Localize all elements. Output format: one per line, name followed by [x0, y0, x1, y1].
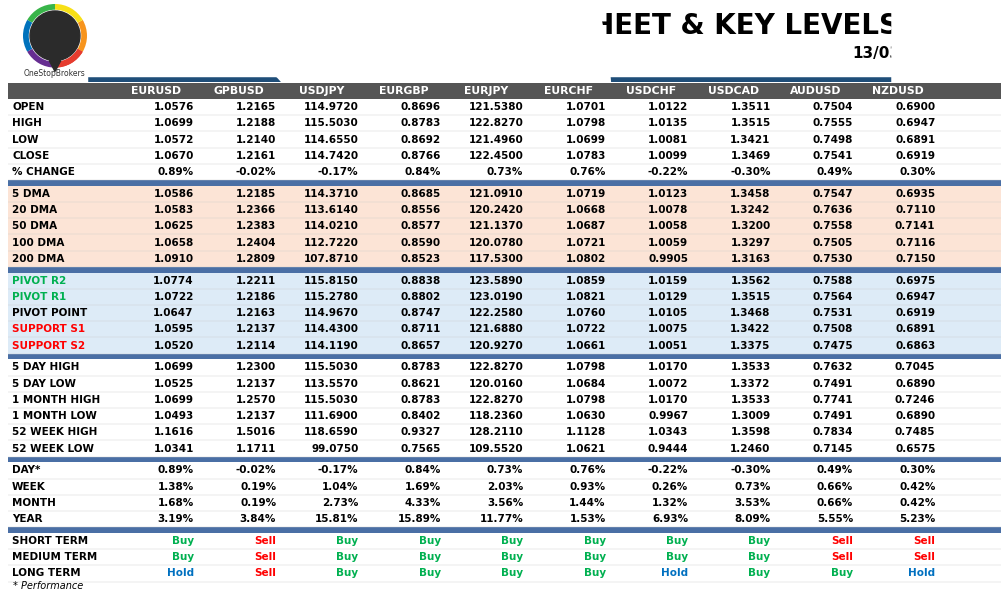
Text: 1.68%: 1.68%: [158, 498, 194, 508]
Text: 115.2780: 115.2780: [304, 292, 358, 302]
Text: 1.3468: 1.3468: [730, 308, 771, 318]
Text: 3.84%: 3.84%: [239, 514, 276, 524]
Text: 120.9270: 120.9270: [469, 341, 523, 350]
Text: 1.0668: 1.0668: [565, 205, 606, 215]
Text: 0.8590: 0.8590: [400, 237, 441, 248]
Text: 1.2163: 1.2163: [235, 308, 276, 318]
Text: Buy: Buy: [336, 536, 358, 546]
Bar: [8, 289, 1001, 305]
Bar: [8, 478, 1001, 495]
Text: 114.0210: 114.0210: [304, 221, 358, 231]
Text: Buy: Buy: [501, 536, 523, 546]
Text: 1.0051: 1.0051: [648, 341, 688, 350]
Text: 0.7504: 0.7504: [813, 102, 853, 112]
Text: SUPPORT S1: SUPPORT S1: [12, 324, 86, 335]
Text: 1 MONTH LOW: 1 MONTH LOW: [12, 411, 97, 421]
Text: 52 WEEK LOW: 52 WEEK LOW: [12, 443, 94, 454]
Text: 1.2137: 1.2137: [235, 411, 276, 421]
Text: 1.2188: 1.2188: [235, 118, 276, 128]
Text: 1.3511: 1.3511: [730, 102, 771, 112]
Text: 1.5016: 1.5016: [235, 428, 276, 437]
Text: 117.5300: 117.5300: [469, 254, 523, 264]
Text: 1.0722: 1.0722: [565, 324, 606, 335]
Bar: [8, 180, 1001, 186]
Text: USDCHF: USDCHF: [626, 86, 676, 96]
Text: 1.3163: 1.3163: [730, 254, 771, 264]
Text: 1.1616: 1.1616: [154, 428, 194, 437]
Bar: [8, 251, 1001, 267]
Bar: [8, 115, 1001, 132]
Text: 1.69%: 1.69%: [404, 482, 441, 492]
Text: 0.84%: 0.84%: [404, 466, 441, 475]
Text: 0.89%: 0.89%: [158, 167, 194, 177]
Text: 1.0630: 1.0630: [565, 411, 606, 421]
Text: 15.89%: 15.89%: [397, 514, 441, 524]
Text: NZDUSD: NZDUSD: [872, 86, 925, 96]
Bar: [8, 440, 1001, 457]
Text: 0.8657: 0.8657: [400, 341, 441, 350]
Text: Sell: Sell: [255, 536, 276, 546]
Text: EURUSD: EURUSD: [132, 86, 181, 96]
Text: 1.2165: 1.2165: [235, 102, 276, 112]
Circle shape: [30, 11, 79, 60]
Text: 114.9670: 114.9670: [304, 308, 358, 318]
Text: 0.8692: 0.8692: [400, 135, 441, 144]
Text: 121.0910: 121.0910: [469, 189, 523, 199]
Text: 0.93%: 0.93%: [569, 482, 606, 492]
Text: 120.0160: 120.0160: [469, 379, 523, 389]
Text: 1.3515: 1.3515: [730, 292, 771, 302]
Text: MEDIUM TERM: MEDIUM TERM: [12, 552, 98, 562]
Text: 1.2404: 1.2404: [235, 237, 276, 248]
Text: 0.6890: 0.6890: [895, 411, 936, 421]
Text: 0.7116: 0.7116: [895, 237, 936, 248]
Text: Buy: Buy: [418, 552, 441, 562]
Text: CLOSE: CLOSE: [12, 151, 49, 161]
Text: 1.0058: 1.0058: [648, 221, 688, 231]
Text: 1.0699: 1.0699: [154, 395, 194, 405]
Text: EURCHF: EURCHF: [544, 86, 594, 96]
Text: 0.9967: 0.9967: [648, 411, 688, 421]
Text: 0.7150: 0.7150: [895, 254, 936, 264]
Text: 1.0122: 1.0122: [648, 102, 688, 112]
Text: 0.7246: 0.7246: [895, 395, 936, 405]
Bar: [8, 424, 1001, 440]
Text: 118.2360: 118.2360: [469, 411, 523, 421]
Text: 0.8621: 0.8621: [400, 379, 441, 389]
Text: 1.3533: 1.3533: [730, 395, 771, 405]
Text: 0.6863: 0.6863: [895, 341, 936, 350]
Wedge shape: [55, 4, 82, 23]
Text: 2.03%: 2.03%: [487, 482, 523, 492]
Text: 1.0670: 1.0670: [153, 151, 194, 161]
Text: -0.17%: -0.17%: [318, 466, 358, 475]
Text: 1.0170: 1.0170: [648, 395, 688, 405]
Text: 1.0687: 1.0687: [565, 221, 606, 231]
Text: Sell: Sell: [913, 536, 936, 546]
Text: 1.0821: 1.0821: [565, 292, 606, 302]
Bar: [8, 234, 1001, 251]
Text: 1.0647: 1.0647: [153, 308, 194, 318]
Text: 1.3421: 1.3421: [730, 135, 771, 144]
Text: 5 DAY HIGH: 5 DAY HIGH: [12, 362, 79, 373]
Text: 114.1190: 114.1190: [304, 341, 358, 350]
Text: 0.8838: 0.8838: [400, 275, 441, 286]
Text: 1.3242: 1.3242: [730, 205, 771, 215]
Text: -0.02%: -0.02%: [235, 466, 276, 475]
Bar: [8, 533, 1001, 549]
Polygon shape: [49, 60, 60, 71]
Text: 0.42%: 0.42%: [899, 498, 936, 508]
Text: 0.7834: 0.7834: [813, 428, 853, 437]
Text: 0.84%: 0.84%: [404, 167, 441, 177]
Text: 0.8556: 0.8556: [400, 205, 441, 215]
Bar: [8, 376, 1001, 392]
Text: 112.7220: 112.7220: [304, 237, 358, 248]
Text: 121.4960: 121.4960: [469, 135, 523, 144]
Text: 1.0078: 1.0078: [648, 205, 688, 215]
Text: 0.7141: 0.7141: [895, 221, 936, 231]
Text: 1.0123: 1.0123: [648, 189, 688, 199]
Text: 1.0572: 1.0572: [153, 135, 194, 144]
Bar: [8, 527, 1001, 533]
Text: Sell: Sell: [255, 568, 276, 579]
Text: 1.0684: 1.0684: [565, 379, 606, 389]
Text: 1.0059: 1.0059: [648, 237, 688, 248]
